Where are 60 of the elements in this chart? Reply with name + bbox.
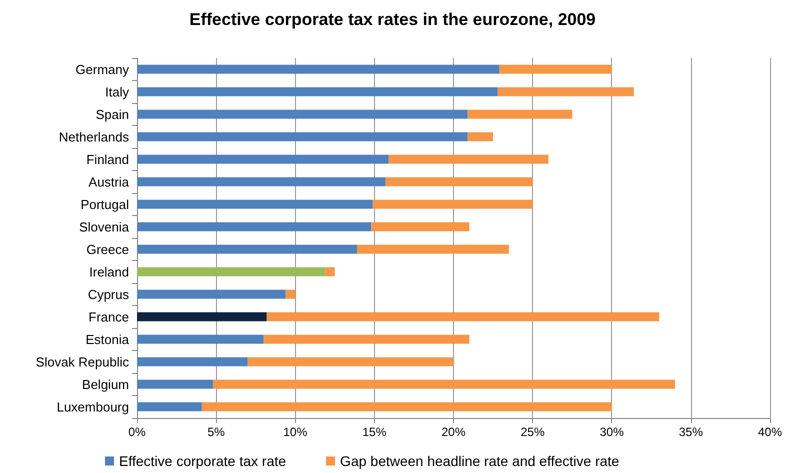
bar bbox=[137, 402, 202, 412]
bar bbox=[468, 110, 572, 119]
bar bbox=[137, 222, 372, 232]
bar bbox=[388, 154, 548, 164]
y-tick-label: Slovak Republic bbox=[36, 354, 130, 370]
y-tick-label: Estonia bbox=[86, 332, 130, 347]
bar bbox=[371, 222, 470, 232]
y-tick-label: Portugal bbox=[80, 196, 130, 212]
bar bbox=[325, 267, 335, 276]
legend-label: Gap between headline rate and effective rate bbox=[340, 453, 620, 469]
chart-title: Effective corporate tax rates in the eurozone, 2009 bbox=[189, 10, 596, 29]
bar bbox=[137, 154, 389, 164]
bar bbox=[498, 87, 634, 96]
y-tick-label: Finland bbox=[86, 152, 129, 167]
y-tick-label: Austria bbox=[88, 174, 130, 190]
x-tick-label: 30% bbox=[600, 425, 624, 439]
bar bbox=[137, 87, 498, 96]
x-tick-label: 40% bbox=[758, 425, 782, 439]
x-tick-label: 5% bbox=[207, 425, 226, 439]
y-tick-label: Italy bbox=[105, 84, 130, 100]
bar bbox=[137, 64, 500, 74]
x-tick-label: 35% bbox=[678, 425, 704, 439]
bar bbox=[137, 110, 468, 119]
bar bbox=[499, 64, 612, 74]
y-tick-label: Belgium bbox=[82, 376, 129, 392]
bar bbox=[468, 132, 494, 142]
y-tick-label: Slovenia bbox=[79, 219, 130, 234]
y-tick-label: Germany bbox=[76, 62, 130, 77]
bar bbox=[248, 357, 454, 366]
x-tick-label: 10% bbox=[283, 425, 308, 439]
bar bbox=[264, 334, 470, 344]
bar bbox=[202, 402, 612, 412]
bar bbox=[137, 357, 248, 366]
bar bbox=[137, 380, 213, 389]
y-tick-label: France bbox=[88, 309, 129, 324]
y-tick-label: Spain bbox=[96, 106, 129, 122]
bar bbox=[137, 244, 357, 254]
y-tick-label: Netherlands bbox=[58, 129, 130, 144]
x-tick-label: 25% bbox=[520, 425, 545, 439]
bar bbox=[372, 200, 533, 209]
bar bbox=[137, 267, 326, 276]
bar bbox=[356, 244, 509, 254]
bar bbox=[286, 290, 296, 299]
y-tick-label: Luxembourg bbox=[56, 399, 129, 414]
bar bbox=[137, 200, 373, 209]
x-tick-label: 0% bbox=[128, 425, 146, 439]
y-tick-label: Ireland bbox=[89, 264, 129, 280]
bar bbox=[266, 312, 660, 322]
bar bbox=[212, 380, 676, 389]
bar bbox=[137, 132, 468, 142]
x-tick-label: 15% bbox=[362, 425, 387, 439]
bar bbox=[137, 290, 286, 299]
bar bbox=[137, 177, 386, 186]
y-tick-label: Greece bbox=[86, 242, 129, 257]
bar bbox=[385, 177, 533, 186]
legend-label: Effective corporate tax rate bbox=[119, 453, 286, 469]
y-tick-label: Cyprus bbox=[88, 286, 130, 302]
bar bbox=[137, 334, 264, 344]
bar bbox=[137, 312, 267, 322]
x-tick-label: 20% bbox=[441, 425, 466, 439]
